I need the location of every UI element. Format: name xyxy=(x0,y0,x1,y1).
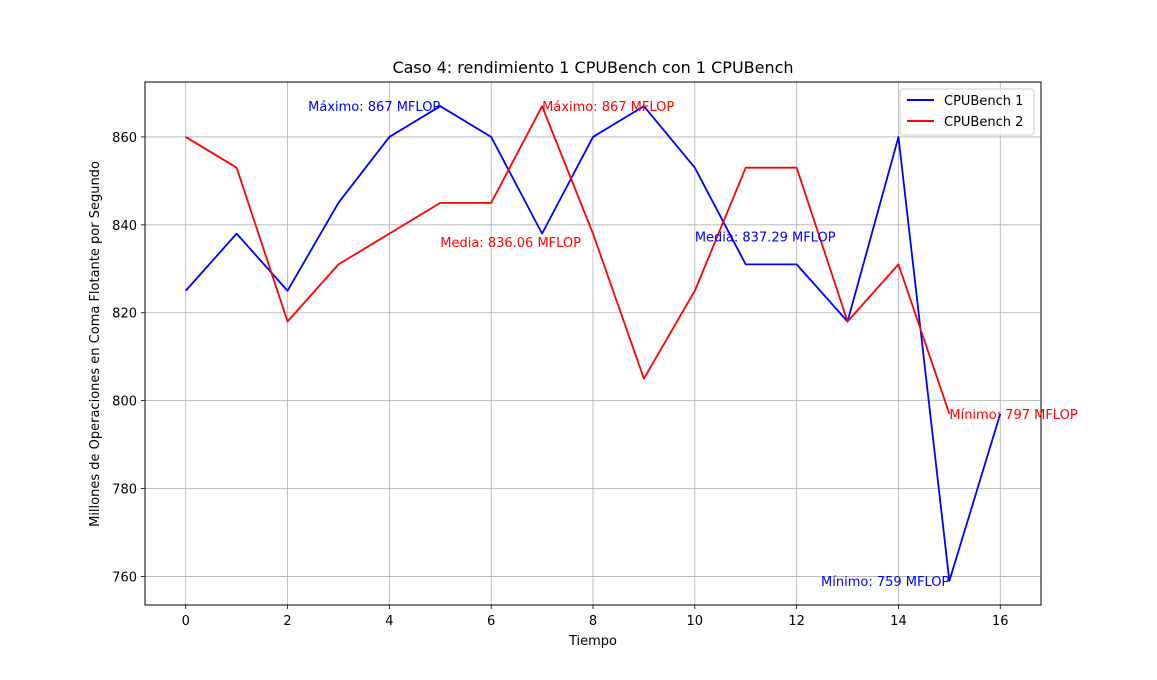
y-tick-label: 820 xyxy=(112,307,137,322)
x-axis-label: Tiempo xyxy=(568,634,617,649)
chart-title: Caso 4: rendimiento 1 CPUBench con 1 CPU… xyxy=(392,58,793,77)
y-tick-label: 780 xyxy=(112,483,137,498)
legend-label-cpubench-2: CPUBench 2 xyxy=(944,115,1023,130)
x-tick-label: 10 xyxy=(687,614,704,629)
series-lines xyxy=(185,105,1002,582)
x-tick-label: 6 xyxy=(487,614,495,629)
x-tick-label: 14 xyxy=(890,614,907,629)
x-tick-label: 16 xyxy=(992,614,1009,629)
x-tick-label: 4 xyxy=(385,614,393,629)
annotation-label: Media: 837.29 MFLOP xyxy=(695,231,836,246)
legend: CPUBench 1 CPUBench 2 xyxy=(899,88,1035,136)
x-tick-label: 2 xyxy=(283,614,291,629)
legend-label-cpubench-1: CPUBench 1 xyxy=(944,94,1023,109)
ticks: 0 2 4 6 8 10 12 14 16 760 780 800 820 840 860 xyxy=(112,131,1008,629)
annotation-label: Máximo: 867 MFLOP xyxy=(542,100,674,115)
annotation-label: Mínimo: 759 MFLOP xyxy=(821,575,949,590)
x-tick-label: 8 xyxy=(589,614,597,629)
annotation-label: Máximo: 867 MFLOP xyxy=(308,100,440,115)
y-tick-label: 800 xyxy=(112,395,137,410)
y-tick-label: 860 xyxy=(112,131,137,146)
x-tick-label: 0 xyxy=(182,614,190,629)
x-tick-label: 12 xyxy=(788,614,805,629)
y-tick-label: 840 xyxy=(112,219,137,234)
y-tick-label: 760 xyxy=(112,570,137,585)
series-line-cpubench-2 xyxy=(185,105,951,415)
annotation-label: Media: 836.06 MFLOP xyxy=(440,236,581,251)
series-line-cpubench-1 xyxy=(185,105,1002,582)
annotations: Máximo: 867 MFLOP Máximo: 867 MFLOP Media:… xyxy=(308,100,1078,590)
y-axis-label: Millones de Operaciones en Coma Flotante… xyxy=(88,161,103,527)
annotation-label: Mínimo: 797 MFLOP xyxy=(949,408,1077,423)
